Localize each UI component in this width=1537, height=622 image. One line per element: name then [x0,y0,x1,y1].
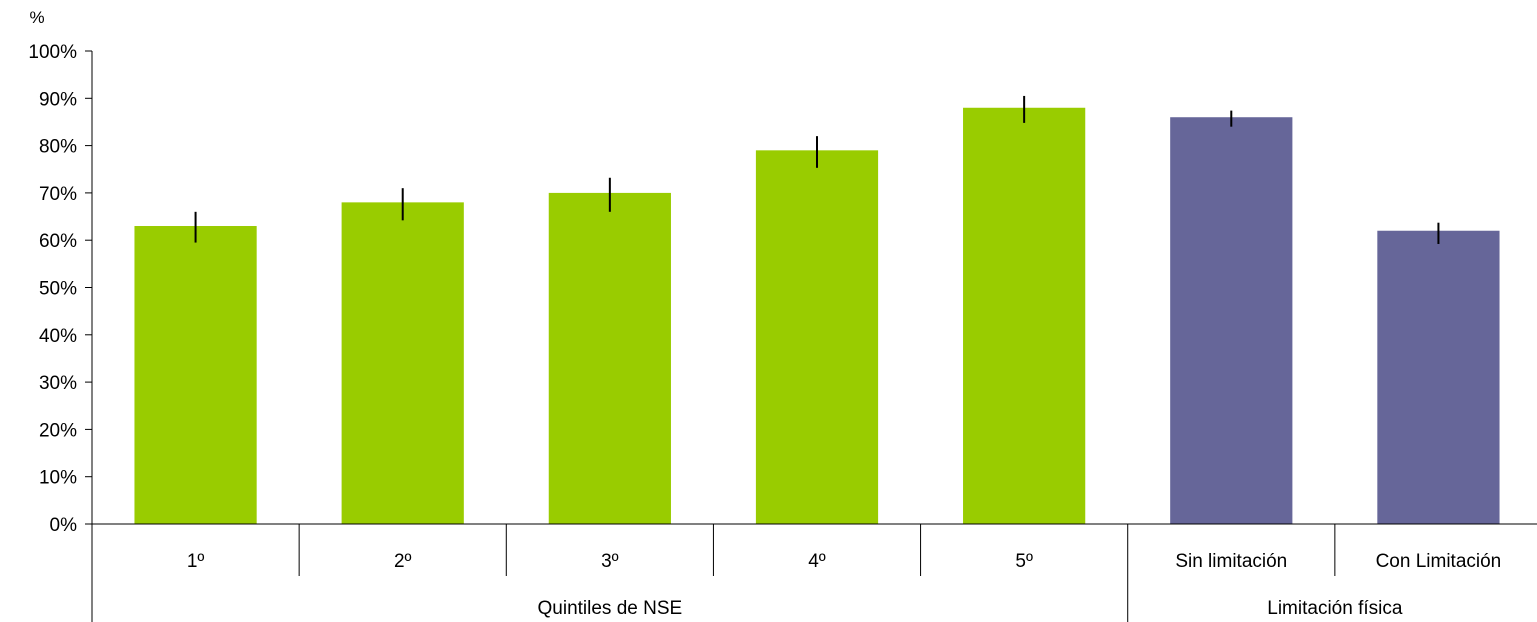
category-label: 4º [808,551,826,572]
y-axis-ticks: 0% 10% 20% 30% 40% 50% 60% 70% 80% 90% 100% [28,42,92,536]
y-tick-label: 100% [28,42,77,63]
y-tick-label: 10% [39,468,77,489]
category-label: Con Limitación [1376,551,1502,572]
y-tick-label: 60% [39,231,77,252]
y-tick-label: 90% [39,89,77,110]
category-labels: 1º 2º 3º 4º 5º Sin limitación Con Limitación [187,551,1501,572]
bar [341,202,464,525]
y-tick-label: 0% [50,515,78,536]
bar [1170,117,1293,524]
y-tick-label: 40% [39,326,77,347]
axes [91,51,1537,622]
bar [1377,230,1500,525]
bar [548,192,671,524]
category-label: 5º [1015,551,1033,572]
error-bars [194,95,1440,244]
category-label: 2º [394,551,412,572]
y-axis-unit-label: % [29,8,44,27]
y-tick-label: 20% [39,420,77,441]
y-tick-label: 70% [39,184,77,205]
y-tick-label: 50% [39,279,77,300]
y-tick-label: 80% [39,137,77,158]
category-label: 3º [601,551,619,572]
bar [755,150,879,524]
group-label: Quintiles de NSE [538,598,683,619]
category-label: Sin limitación [1175,551,1287,572]
bar [134,226,257,524]
bar [963,107,1086,524]
y-tick-label: 30% [39,373,77,394]
bars [134,107,1500,525]
category-label: 1º [187,551,205,572]
group-label: Limitación física [1267,598,1403,619]
group-labels: Quintiles de NSE Limitación física [538,598,1403,619]
